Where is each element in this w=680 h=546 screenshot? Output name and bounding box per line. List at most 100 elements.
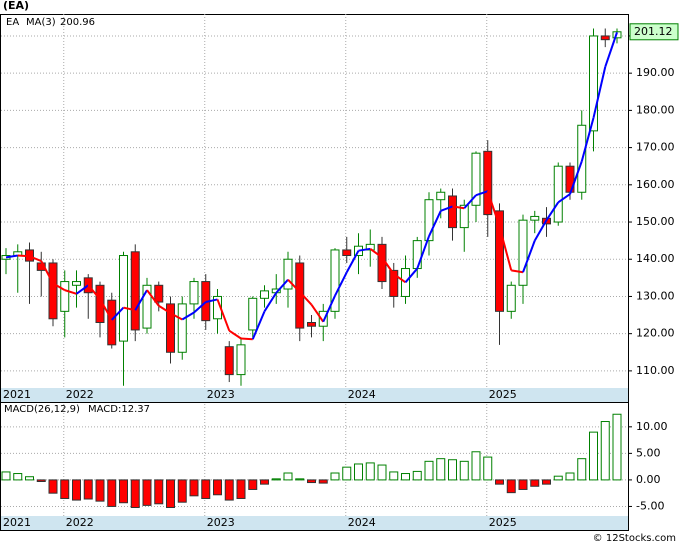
y-tick-label: 190.00: [636, 66, 675, 79]
x-tick-label: 2025: [489, 388, 517, 401]
ma-line: [64, 289, 77, 295]
macd-bar: [72, 479, 81, 501]
macd-bar: [424, 460, 434, 481]
y-tick-label: 5.00: [636, 446, 661, 459]
candle-body: [72, 281, 81, 286]
macd-bar: [107, 479, 117, 507]
ma-line: [522, 240, 536, 273]
x-tick-label: 2022: [66, 516, 94, 529]
ma-line: [5, 254, 18, 259]
macd-bar: [612, 413, 622, 481]
ma-line: [310, 304, 325, 323]
macd-bar: [471, 451, 481, 481]
candle-body: [119, 255, 128, 342]
ma-line: [228, 329, 242, 340]
macd-bar: [283, 472, 293, 481]
candle-body: [401, 268, 410, 297]
macd-bar: [36, 479, 46, 482]
ma-line: [251, 310, 266, 340]
macd-bar: [342, 466, 352, 481]
macd-bar: [83, 479, 93, 500]
last-price-label: 201.12: [634, 25, 673, 38]
y-tick-label: 170.00: [636, 141, 675, 154]
macd-bar: [589, 431, 598, 481]
ma-line: [216, 299, 231, 332]
ma-line: [428, 210, 442, 237]
candle-body: [342, 249, 352, 257]
candle-body: [307, 322, 316, 327]
last-price-box: [629, 23, 679, 41]
macd-bar: [154, 479, 164, 505]
ma-line: [275, 279, 289, 294]
ma-line: [287, 279, 301, 293]
candle-body: [154, 284, 164, 303]
macd-bar: [1, 471, 11, 481]
macd-bar: [459, 460, 469, 481]
candle-body: [424, 199, 434, 242]
macd-bar: [365, 462, 375, 481]
ma-line: [533, 219, 548, 242]
candle-body: [483, 150, 493, 216]
x-axis-band: [1, 516, 628, 530]
candle-body: [224, 346, 234, 376]
macd-bar: [553, 475, 563, 481]
x-tick-label: 2021: [3, 516, 31, 529]
candle-body: [283, 258, 293, 290]
candle-body: [459, 204, 469, 229]
ma-line: [580, 117, 595, 162]
ma-line: [381, 256, 395, 275]
candle-body: [330, 249, 340, 312]
candle-body: [248, 297, 258, 331]
legend-value: MACD:12.37: [88, 404, 150, 415]
y-tick-label: 140.00: [636, 252, 675, 265]
ma-line: [545, 201, 560, 221]
ma-line: [181, 311, 195, 321]
y-tick-label: 150.00: [636, 215, 675, 228]
macd-bar: [542, 479, 551, 485]
macd-bar: [436, 458, 446, 481]
macd-bar: [577, 458, 587, 481]
x-tick-label: 2025: [489, 516, 517, 529]
y-tick-label: 0.00: [636, 473, 661, 486]
candle-body: [95, 284, 105, 324]
x-tick-label: 2024: [348, 516, 376, 529]
macd-bar: [377, 464, 387, 481]
macd-bar: [318, 479, 328, 484]
macd-bar: [600, 421, 610, 481]
y-tick-label: 160.00: [636, 178, 675, 191]
legend-label: MACD(26,12,9): [4, 404, 80, 415]
candle-body: [130, 251, 140, 331]
candle-body: [518, 219, 528, 286]
x-axis-band: [1, 388, 628, 402]
candle-body: [48, 262, 58, 320]
macd-bar: [177, 479, 187, 503]
macd-bar: [506, 479, 516, 494]
candle-body: [318, 310, 328, 327]
ma-line: [498, 226, 513, 271]
candle-body: [260, 290, 269, 299]
macd-bar: [307, 479, 316, 484]
macd-bar: [166, 479, 175, 509]
candle-body: [189, 281, 199, 305]
macd-bar: [248, 479, 258, 490]
candle-body: [177, 303, 187, 353]
ma-line: [299, 291, 313, 306]
y-tick-label: 110.00: [636, 364, 675, 377]
macd-bar: [483, 456, 493, 481]
ma-line: [263, 292, 278, 312]
macd-bar: [330, 472, 340, 481]
y-tick-label: 10.00: [636, 420, 668, 433]
ma-line: [440, 205, 453, 212]
macd-bar: [48, 479, 58, 494]
macd-bar: [495, 479, 504, 485]
macd-bar: [213, 479, 222, 496]
ma-line: [40, 260, 54, 284]
macd-bar: [25, 476, 34, 481]
ma-line: [158, 304, 172, 315]
ma-line: [511, 269, 524, 274]
candle-body: [495, 210, 504, 312]
macd-bar: [518, 479, 528, 490]
macd-bar: [260, 479, 269, 485]
candle-body: [389, 269, 399, 297]
legend-label: MA(3): [26, 17, 56, 28]
